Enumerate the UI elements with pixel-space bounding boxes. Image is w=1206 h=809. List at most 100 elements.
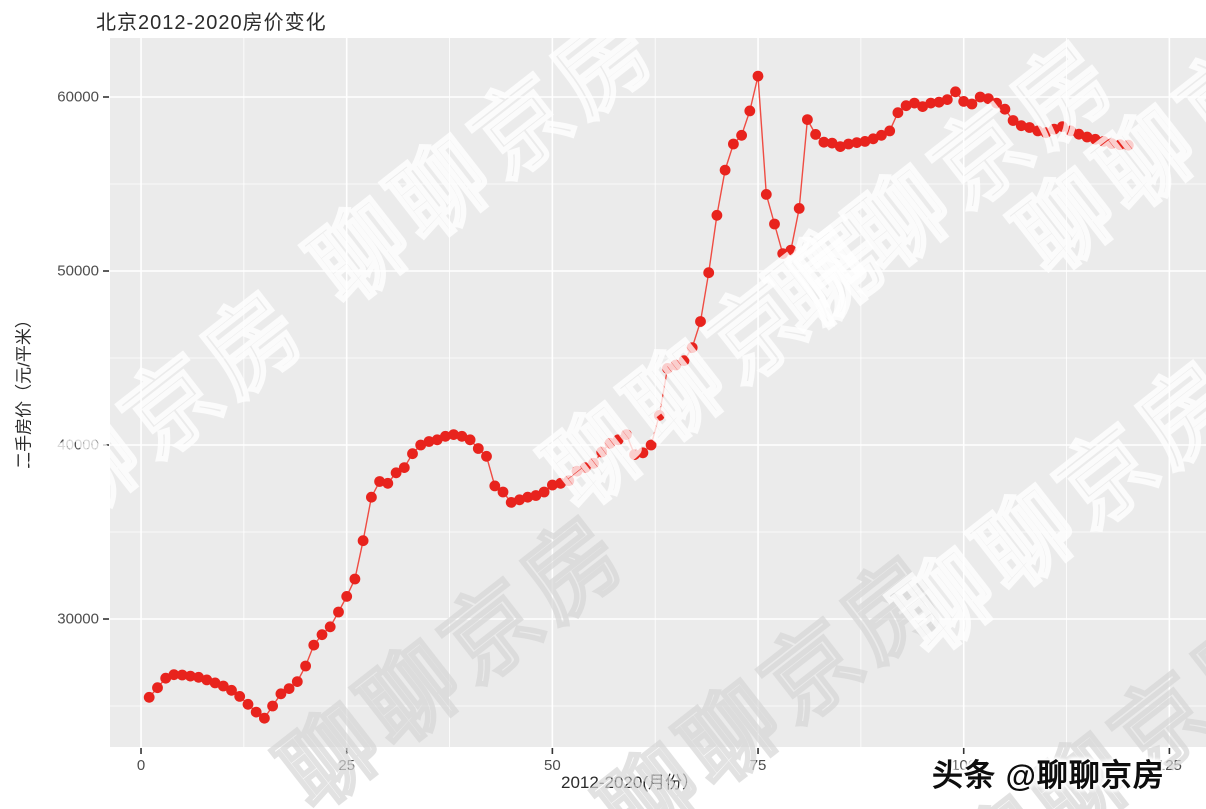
price-data-point xyxy=(843,138,854,150)
price-data-point xyxy=(300,660,311,672)
price-data-point xyxy=(415,439,427,451)
price-data-point xyxy=(357,535,369,547)
y-tick-label: 40000 xyxy=(57,436,99,454)
price-data-point xyxy=(793,203,805,214)
x-tick-label: 0 xyxy=(136,757,146,774)
price-data-point xyxy=(1015,120,1027,132)
price-data-point xyxy=(719,164,731,176)
price-data-point xyxy=(333,606,344,618)
price-data-point xyxy=(267,700,278,712)
price-data-point xyxy=(785,244,797,256)
price-data-point xyxy=(275,688,287,700)
price-data-point xyxy=(472,443,484,454)
price-data-point xyxy=(538,486,550,498)
price-data-point xyxy=(966,98,978,110)
price-data-point xyxy=(579,462,591,473)
price-data-point xyxy=(892,107,904,119)
price-data-point xyxy=(1098,136,1109,147)
price-data-point xyxy=(1089,133,1101,145)
price-data-point xyxy=(555,477,566,489)
price-data-point xyxy=(621,429,632,440)
price-data-point xyxy=(456,430,468,442)
price-data-point xyxy=(226,684,237,696)
x-tick-label: 125 xyxy=(1156,757,1182,774)
price-data-point xyxy=(851,137,863,149)
price-data-point xyxy=(431,434,443,446)
price-data-point xyxy=(760,189,772,200)
price-data-point xyxy=(686,342,698,353)
price-data-point xyxy=(259,712,270,724)
price-data-point xyxy=(752,70,764,82)
price-data-point xyxy=(769,218,780,230)
price-data-point xyxy=(744,105,756,117)
price-data-point xyxy=(777,248,789,259)
price-data-point xyxy=(802,114,813,125)
price-series-line xyxy=(148,75,1129,720)
price-data-point xyxy=(1073,128,1085,140)
price-data-point xyxy=(143,691,155,703)
price-data-point xyxy=(250,706,262,718)
y-axis-title: 二手房价（元/平米） xyxy=(14,311,34,469)
price-data-point xyxy=(653,410,665,421)
price-data-point xyxy=(341,591,353,602)
price-data-point xyxy=(1057,121,1068,132)
price-data-point xyxy=(407,448,418,460)
x-tick-label: 25 xyxy=(338,757,356,774)
price-data-point xyxy=(941,94,953,105)
price-data-point xyxy=(242,698,254,710)
price-data-point xyxy=(810,129,821,140)
x-tick-label: 50 xyxy=(544,757,561,774)
price-data-point xyxy=(547,479,558,491)
price-data-point xyxy=(884,125,896,137)
price-data-point xyxy=(440,430,451,442)
price-data-point xyxy=(958,96,970,107)
price-data-point xyxy=(464,434,476,446)
price-data-point xyxy=(1065,125,1077,137)
price-data-point xyxy=(999,103,1011,115)
price-data-point xyxy=(423,436,435,447)
price-data-point xyxy=(324,621,336,633)
price-data-point xyxy=(390,467,402,479)
x-tick-label: 100 xyxy=(951,757,977,774)
x-axis-title: 2012-2020(月份） xyxy=(561,773,699,792)
price-data-point xyxy=(711,209,723,221)
price-data-point xyxy=(530,490,542,501)
chart-title: 北京2012-2020房价变化 xyxy=(96,12,327,34)
price-data-point xyxy=(933,96,945,108)
price-data-point xyxy=(826,137,838,149)
price-data-point xyxy=(168,669,180,681)
price-data-point xyxy=(291,676,303,687)
price-data-point xyxy=(185,670,196,682)
price-data-point xyxy=(209,677,221,689)
price-data-point xyxy=(637,447,649,459)
price-data-point xyxy=(604,437,616,449)
price-data-point xyxy=(629,449,640,460)
price-data-point xyxy=(1122,139,1134,151)
price-data-point xyxy=(522,491,534,503)
price-data-point xyxy=(489,480,501,492)
price-data-point xyxy=(201,674,213,686)
price-data-point xyxy=(900,100,912,112)
price-data-point xyxy=(818,136,830,148)
price-data-point xyxy=(703,267,715,279)
price-data-point xyxy=(736,129,747,141)
price-data-point xyxy=(909,97,920,109)
price-data-point xyxy=(349,573,361,585)
price-data-point xyxy=(925,97,937,109)
price-data-point xyxy=(448,429,459,440)
price-data-point xyxy=(152,682,163,694)
price-data-point xyxy=(834,141,846,153)
price-data-point xyxy=(991,97,1002,109)
price-data-point xyxy=(983,93,994,105)
price-data-point xyxy=(382,477,394,489)
price-data-point xyxy=(497,486,509,498)
price-data-point xyxy=(1114,139,1126,151)
price-data-point xyxy=(316,629,328,641)
toutiao-credit: 头条 @聊聊京房 xyxy=(932,758,1165,793)
price-data-point xyxy=(1048,123,1060,135)
x-tick-label: 75 xyxy=(749,757,767,774)
price-data-point xyxy=(193,671,205,683)
price-data-point xyxy=(176,669,188,681)
